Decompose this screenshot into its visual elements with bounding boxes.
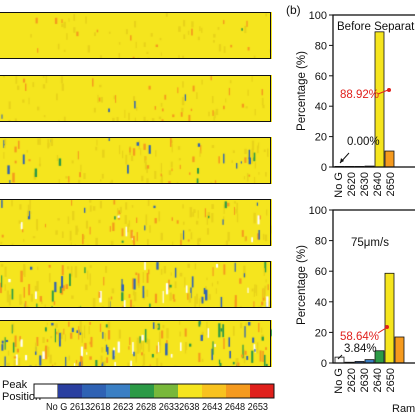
y-tick-label: 20 bbox=[315, 327, 327, 339]
top-chart-title: Before Separation bbox=[337, 21, 415, 33]
x-tick-label: 2630 bbox=[359, 368, 371, 392]
colorbar-segment bbox=[154, 384, 178, 398]
colorbar-segments bbox=[33, 383, 275, 399]
raman-map-canvas-3 bbox=[0, 137, 272, 184]
map-frame-1 bbox=[0, 12, 271, 59]
colorbar-segment bbox=[202, 384, 226, 398]
raman-map-canvas-4 bbox=[0, 199, 272, 246]
panel-label: (b) bbox=[286, 3, 301, 17]
bar bbox=[384, 272, 395, 364]
raman-map-canvas-6 bbox=[0, 320, 272, 367]
y-tick-label: 0 bbox=[321, 358, 327, 370]
colorbar-segment bbox=[250, 384, 274, 398]
x-tick-label: 2630 bbox=[359, 172, 371, 196]
top-chart-peak-annotation: 88.92% bbox=[340, 89, 379, 101]
y-tick-label: 0 bbox=[321, 162, 327, 174]
bar bbox=[394, 336, 405, 364]
top-chart-xticks: No G 2620 2630 2640 2650 bbox=[333, 172, 397, 198]
colorbar-segment bbox=[58, 384, 82, 398]
bottom-chart-frame bbox=[332, 209, 415, 364]
raman-map-6 bbox=[0, 320, 275, 367]
map-frame-5 bbox=[0, 261, 271, 308]
colorbar: Peak Position No G 26132618 2623 2628 26… bbox=[2, 379, 275, 413]
colorbar-title-line1: Peak bbox=[2, 379, 28, 391]
y-tick-label: 100 bbox=[309, 205, 327, 217]
top-peak-marker bbox=[387, 88, 391, 92]
y-tick-label: 80 bbox=[315, 40, 327, 52]
colorbar-frame bbox=[33, 383, 275, 399]
bottom-chart-peak-annotation: 58.64% bbox=[340, 331, 379, 343]
top-chart-yticks: 0 20 40 60 80 100 bbox=[309, 10, 333, 174]
bar-chart-75um: 0 20 40 60 80 100 75μm/s Percentage (%) 58.64… bbox=[296, 205, 415, 415]
top-chart-ylabel: Percentage (%) bbox=[296, 51, 308, 131]
bottom-chart-xticks: No G 2620 2630 2640 2650 bbox=[333, 368, 397, 394]
bottom-chart-title: 75μm/s bbox=[351, 237, 389, 249]
top-nog-arrowhead bbox=[340, 158, 344, 163]
raman-map-4 bbox=[0, 199, 275, 246]
bar-chart-before-separation: 0 20 40 60 80 100 Before Separation Percentag… bbox=[296, 10, 415, 198]
top-chart-nog-annotation: 0.00% bbox=[347, 136, 380, 148]
x-tick-label: 2620 bbox=[346, 368, 358, 392]
x-tick-label: 2650 bbox=[385, 368, 397, 392]
y-tick-label: 60 bbox=[315, 266, 327, 278]
bar bbox=[384, 150, 395, 168]
y-tick-label: 40 bbox=[315, 297, 327, 309]
raman-map-canvas-5 bbox=[0, 261, 272, 308]
x-tick-label: 2640 bbox=[372, 172, 384, 196]
y-tick-label: 20 bbox=[315, 132, 327, 144]
colorbar-title-line2: Position bbox=[2, 391, 41, 403]
map-frame-2 bbox=[0, 75, 271, 122]
map-frame-4 bbox=[0, 199, 271, 246]
raman-map-2 bbox=[0, 75, 275, 122]
raman-map-3 bbox=[0, 137, 275, 184]
colorbar-segment bbox=[33, 383, 59, 399]
bottom-chart-nog-annotation: 3.84% bbox=[344, 343, 377, 355]
y-tick-label: 80 bbox=[315, 236, 327, 248]
raman-map-1 bbox=[0, 12, 275, 59]
y-tick-label: 40 bbox=[315, 101, 327, 113]
y-tick-label: 100 bbox=[309, 10, 327, 22]
bottom-peak-leader-line bbox=[377, 327, 387, 334]
colorbar-segment bbox=[106, 384, 130, 398]
x-tick-label: No G bbox=[333, 172, 345, 198]
colorbar-segment bbox=[130, 384, 154, 398]
raman-map-canvas-2 bbox=[0, 75, 272, 122]
map-frame-3 bbox=[0, 137, 271, 184]
bottom-nog-leader-line bbox=[337, 354, 343, 360]
x-tick-label: 2650 bbox=[385, 172, 397, 196]
bottom-chart-yticks: 0 20 40 60 80 100 bbox=[309, 205, 333, 370]
y-tick-label: 60 bbox=[315, 71, 327, 83]
colorbar-segment bbox=[178, 384, 202, 398]
raman-map-canvas-1 bbox=[0, 12, 272, 59]
colorbar-tick-labels: No G 26132618 2623 2628 26332638 2643 26… bbox=[46, 401, 268, 413]
x-tick-label: No G bbox=[333, 368, 345, 394]
map-frame-6 bbox=[0, 320, 271, 367]
x-tick-label: 2620 bbox=[346, 172, 358, 196]
top-chart-frame bbox=[332, 14, 415, 168]
bottom-chart-xlabel: Ram bbox=[392, 403, 415, 415]
colorbar-segment bbox=[82, 384, 106, 398]
top-peak-leader-line bbox=[377, 89, 389, 95]
x-tick-label: 2640 bbox=[372, 368, 384, 392]
bottom-peak-marker bbox=[385, 325, 389, 329]
colorbar-segment bbox=[226, 384, 250, 398]
raman-map-5 bbox=[0, 261, 275, 308]
bottom-chart-ylabel: Percentage (%) bbox=[296, 245, 308, 325]
